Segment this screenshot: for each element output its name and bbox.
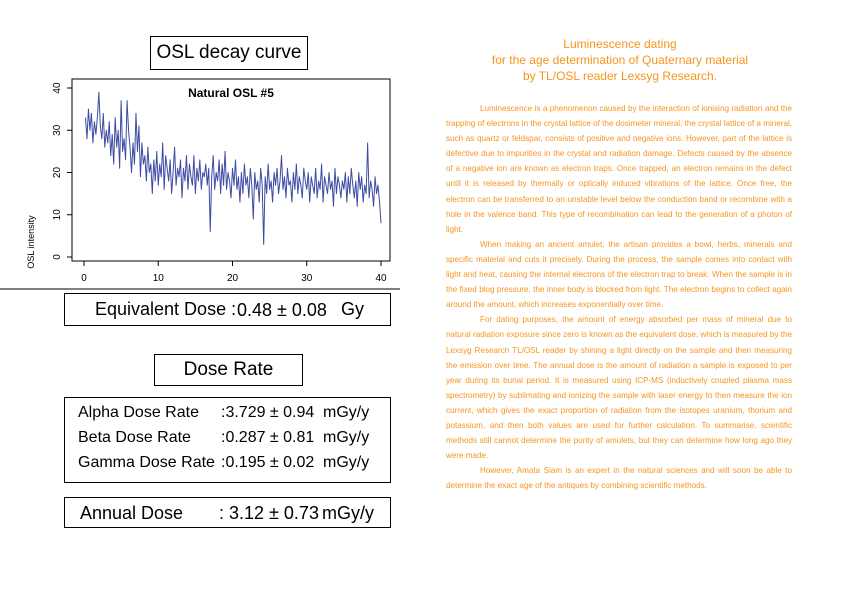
article-title-line: for the age determination of Quaternary … [491, 53, 749, 67]
equivalent-dose-value: 0.48 ± 0.08 [237, 300, 327, 320]
dose-rate-label: Alpha Dose Rate [78, 404, 199, 421]
osl-decay-chart: Natural OSL #5 0 10 20 30 40 0 10 20 30 40 OSL in… [0, 78, 400, 290]
plot-frame [71, 78, 391, 262]
chart-title: Natural OSL #5 [188, 86, 274, 100]
dose-rate-label: Gamma Dose Rate [78, 454, 215, 471]
article-body: Luminescence is a phenomenon caused by t… [446, 101, 792, 493]
annual-dose-value: : 3.12 ± 0.73 [219, 503, 319, 523]
article-paragraph: For dating purposes, the amount of energ… [446, 315, 792, 461]
dose-rate-row-beta: Beta Dose Rate :0.287 ± 0.81 mGy/y [65, 429, 390, 451]
article-paragraph: However, Amata Siam is an expert in the … [446, 466, 792, 491]
osl-panel-title-text: OSL decay curve [156, 42, 302, 63]
dose-rate-value: :0.195 ± 0.02 [221, 454, 315, 471]
y-tick-label: 40 [52, 82, 63, 94]
y-tick-label: 10 [52, 209, 63, 221]
x-tick-label: 40 [375, 273, 387, 284]
y-tick-label: 30 [52, 124, 63, 136]
y-tick-label: 0 [52, 254, 63, 260]
equivalent-dose-box: Equivalent Dose : 0.48 ± 0.08 Gy [64, 293, 391, 326]
dose-rate-box: Alpha Dose Rate :3.729 ± 0.94 mGy/y Beta… [64, 397, 391, 483]
annual-dose-label: Annual Dose [80, 503, 184, 523]
y-axis-label: OSL intensity [26, 215, 36, 269]
dose-rate-value: :0.287 ± 0.81 [221, 429, 315, 446]
article-title: Luminescence dating for the age determin… [470, 36, 770, 84]
x-tick-label: 30 [301, 273, 313, 284]
x-tick-label: 10 [153, 273, 165, 284]
dose-rate-label: Beta Dose Rate [78, 429, 191, 446]
article-title-line: Luminescence dating [563, 37, 677, 51]
x-tick-label: 0 [81, 273, 87, 284]
dose-rate-title-text: Dose Rate [183, 359, 274, 380]
y-tick-label: 20 [52, 167, 63, 179]
annual-dose-unit: mGy/y [322, 503, 374, 523]
equivalent-dose-label: Equivalent Dose : [95, 299, 237, 319]
article-paragraph: When making an ancient amulet, the artis… [446, 239, 792, 310]
osl-series-line [84, 91, 382, 245]
x-tick-label: 20 [227, 273, 239, 284]
equivalent-dose-unit: Gy [341, 299, 365, 319]
dose-rate-row-alpha: Alpha Dose Rate :3.729 ± 0.94 mGy/y [65, 404, 390, 426]
dose-rate-value: :3.729 ± 0.94 [221, 404, 315, 421]
annual-dose-box: Annual Dose : 3.12 ± 0.73 mGy/y [64, 497, 391, 528]
dose-rate-row-gamma: Gamma Dose Rate :0.195 ± 0.02 mGy/y [65, 454, 390, 476]
article-title-line: by TL/OSL reader Lexsyg Research. [522, 69, 718, 83]
article-paragraph: Luminescence is a phenomenon caused by t… [446, 104, 792, 234]
dose-rate-unit: mGy/y [323, 429, 370, 446]
dose-rate-title: Dose Rate [154, 354, 303, 386]
axis-ticks: 0 10 20 30 40 0 10 20 30 40 [52, 82, 387, 284]
dose-rate-unit: mGy/y [323, 454, 370, 471]
dose-rate-unit: mGy/y [323, 404, 370, 421]
series-group [84, 91, 382, 245]
osl-panel-title: OSL decay curve [150, 36, 308, 70]
